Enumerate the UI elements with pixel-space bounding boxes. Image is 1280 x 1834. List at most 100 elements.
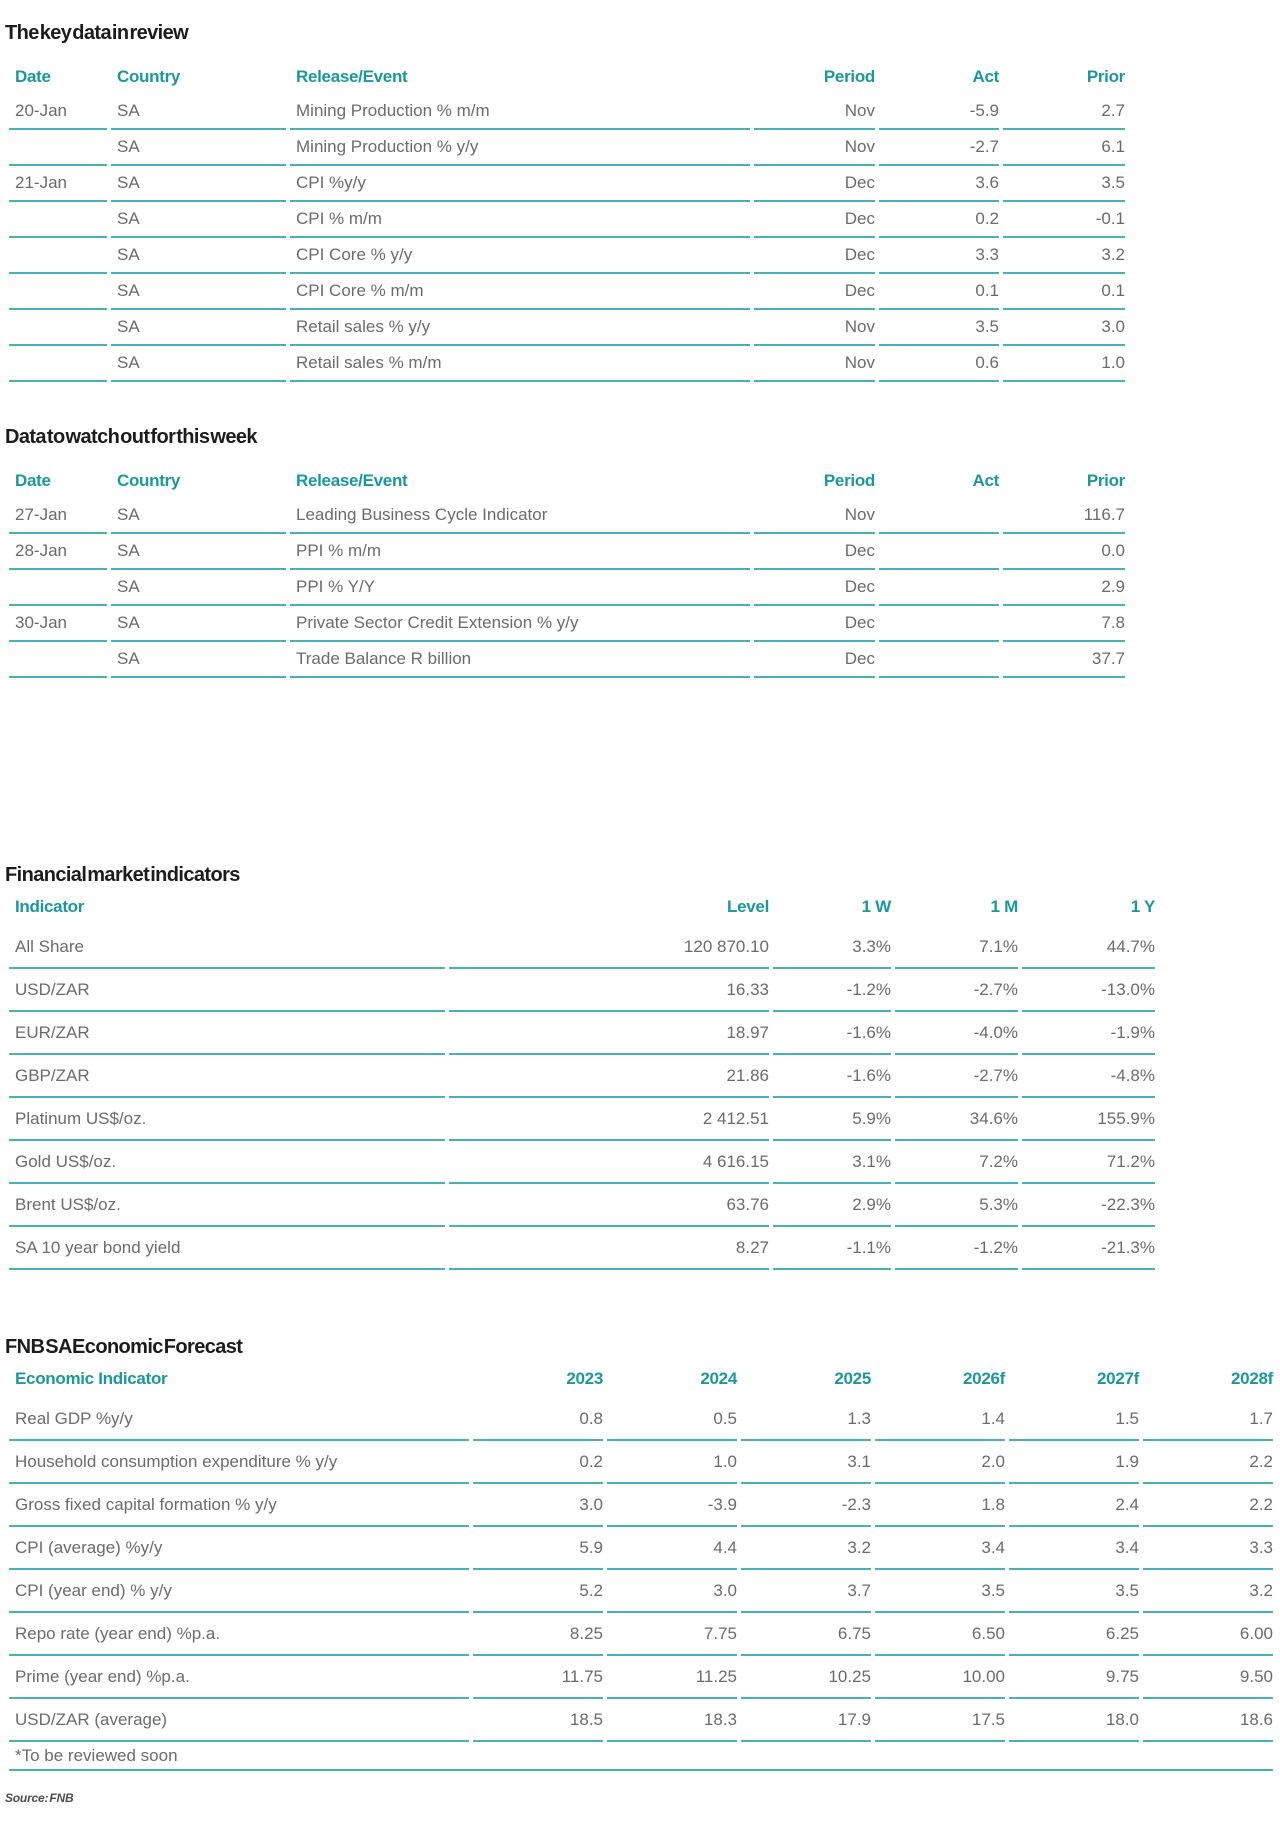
column-header-date: Date [15, 471, 51, 490]
column-header-release-event: Release/Event [296, 67, 408, 86]
table-cell: -2.7% [895, 969, 1018, 1012]
table-cell [9, 130, 107, 166]
table-cell: 6.00 [1143, 1613, 1273, 1656]
column-header-prior: Prior [1086, 471, 1125, 490]
table-row: Gold US$/oz. 4 616.15 3.1% 7.2% 71.2% [9, 1141, 1155, 1184]
table-cell: 20-Jan [9, 94, 107, 130]
table-cell: 0.1 [1003, 274, 1125, 310]
table-cell: SA [111, 498, 286, 534]
table-cell: 2.9% [773, 1184, 891, 1227]
table-cell: Dec [754, 274, 875, 310]
table-cell: 17.5 [875, 1699, 1005, 1742]
table-header-row: Date Country Release/Event Period Act Pr… [9, 464, 1125, 498]
table-row: Real GDP %y/y 0.8 0.5 1.3 1.4 1.5 1.7 [9, 1398, 1273, 1441]
table-cell: 4.4 [607, 1527, 737, 1570]
table-cell: 4 616.15 [449, 1141, 769, 1184]
table-cell: CPI % m/m [290, 202, 750, 238]
table-cell: 3.3 [879, 238, 999, 274]
table-cell: 10.25 [741, 1656, 871, 1699]
table-cell: 5.9 [473, 1527, 603, 1570]
table-cell [9, 642, 107, 678]
table-cell [9, 202, 107, 238]
table-cell: 6.50 [875, 1613, 1005, 1656]
table-cell: SA 10 year bond yield [9, 1227, 445, 1270]
key-data-table: Date Country Release/Event Period Act Pr… [5, 60, 1129, 382]
table-row: Repo rate (year end) %p.a. 8.25 7.75 6.75 6.… [9, 1613, 1273, 1656]
table-cell: Nov [754, 310, 875, 346]
table-cell: 2.0 [875, 1441, 1005, 1484]
table-cell: 5.3% [895, 1184, 1018, 1227]
table-header-row: Economic Indicator 2023 2024 2025 2026f … [9, 1360, 1273, 1398]
table-cell: 21.86 [449, 1055, 769, 1098]
table-row: Prime (year end) %p.a. 11.75 11.25 10.25 10.… [9, 1656, 1273, 1699]
spacer [5, 678, 1280, 864]
table-cell: 3.5 [1003, 166, 1125, 202]
table-cell: 2.9 [1003, 570, 1125, 606]
table-cell: PPI % Y/Y [290, 570, 750, 606]
spacer [5, 44, 1280, 60]
column-header-1y: 1 Y [1130, 897, 1156, 916]
spacer [5, 448, 1280, 464]
table-cell: CPI (average) %y/y [9, 1527, 469, 1570]
table-cell: Dec [754, 202, 875, 238]
table-cell: 3.3 [1143, 1527, 1273, 1570]
table-cell: Platinum US$/oz. [9, 1098, 445, 1141]
table-cell: SA [111, 642, 286, 678]
table-row: Gross fixed capital formation % y/y 3.0 -3… [9, 1484, 1273, 1527]
table-cell: Real GDP %y/y [9, 1398, 469, 1441]
table-row: USD/ZAR 16.33 -1.2% -2.7% -13.0% [9, 969, 1155, 1012]
table-cell: CPI Core % y/y [290, 238, 750, 274]
table-row: SA Mining Production % y/y Nov -2.7 6.1 [9, 130, 1125, 166]
table-cell: 3.0 [473, 1484, 603, 1527]
table-cell [879, 606, 999, 642]
table-cell: 18.6 [1143, 1699, 1273, 1742]
table-cell: 3.7 [741, 1570, 871, 1613]
table-cell: -1.2% [773, 969, 891, 1012]
column-header-country: Country [117, 471, 181, 490]
table-cell: Leading Business Cycle Indicator [290, 498, 750, 534]
table-row: SA CPI Core % m/m Dec 0.1 0.1 [9, 274, 1125, 310]
column-header-indicator: Indicator [15, 897, 85, 916]
table-cell: 7.75 [607, 1613, 737, 1656]
table-cell: 37.7 [1003, 642, 1125, 678]
table-cell: 5.9% [773, 1098, 891, 1141]
table-cell: 3.1% [773, 1141, 891, 1184]
table-cell: 1.0 [607, 1441, 737, 1484]
table-row: USD/ZAR (average) 18.5 18.3 17.9 17.5 18.0 18.… [9, 1699, 1273, 1742]
table-cell: 1.0 [1003, 346, 1125, 382]
column-header-period: Period [823, 471, 875, 490]
source-note: Source: FNB [5, 1791, 74, 1805]
table-row: CPI (average) %y/y 5.9 4.4 3.2 3.4 3.4 3.3 [9, 1527, 1273, 1570]
column-header-2026f: 2026f [963, 1369, 1005, 1388]
column-header-period: Period [823, 67, 875, 86]
table-row: SA CPI Core % y/y Dec 3.3 3.2 [9, 238, 1125, 274]
column-header-2028f: 2028f [1231, 1369, 1273, 1388]
table-cell: 2.2 [1143, 1484, 1273, 1527]
table-cell [879, 642, 999, 678]
table-cell: -5.9 [879, 94, 999, 130]
economic-forecast-table: Economic Indicator 2023 2024 2025 2026f … [5, 1360, 1277, 1771]
spacer [5, 382, 1280, 426]
table-cell: 28-Jan [9, 534, 107, 570]
table-cell: 63.76 [449, 1184, 769, 1227]
column-header-economic-indicator: Economic Indicator [15, 1369, 168, 1388]
table-cell: 0.1 [879, 274, 999, 310]
table-cell: 120 870.10 [449, 926, 769, 969]
table-cell: 3.2 [741, 1527, 871, 1570]
column-header-2023: 2023 [566, 1369, 603, 1388]
column-header-act: Act [972, 471, 1000, 490]
table-cell: USD/ZAR [9, 969, 445, 1012]
table-cell: -2.3 [741, 1484, 871, 1527]
table-cell: Nov [754, 130, 875, 166]
table-cell: CPI Core % m/m [290, 274, 750, 310]
table-cell: 0.2 [879, 202, 999, 238]
column-header-1m: 1 M [990, 897, 1019, 916]
table-row: Brent US$/oz. 63.76 2.9% 5.3% -22.3% [9, 1184, 1155, 1227]
table-cell: SA [111, 274, 286, 310]
table-row: SA Retail sales % y/y Nov 3.5 3.0 [9, 310, 1125, 346]
table-cell: 3.2 [1143, 1570, 1273, 1613]
table-cell: 21-Jan [9, 166, 107, 202]
table-cell: 8.25 [473, 1613, 603, 1656]
column-header-2024: 2024 [700, 1369, 737, 1388]
column-header-date: Date [15, 67, 51, 86]
